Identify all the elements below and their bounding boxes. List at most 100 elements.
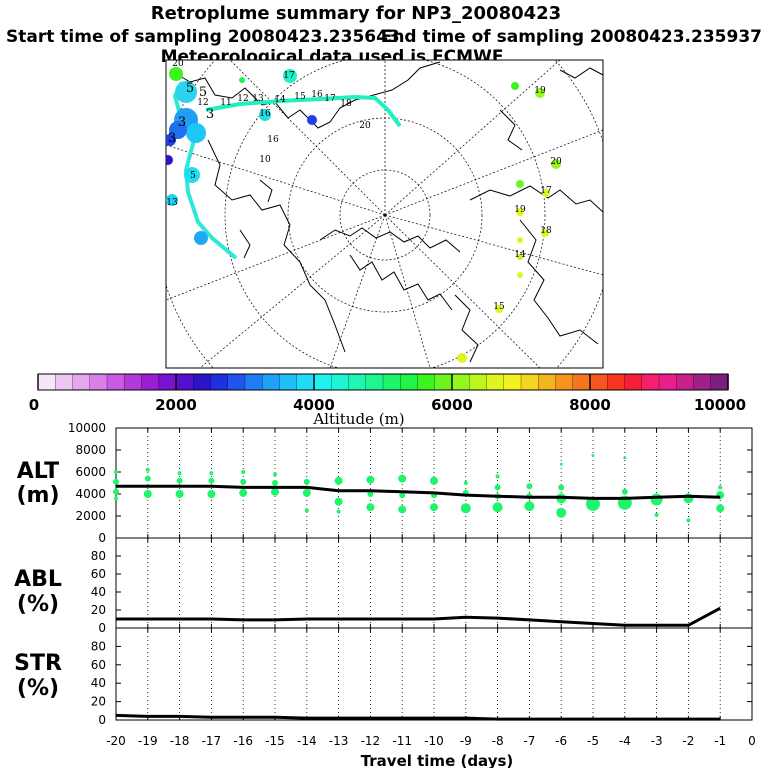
x-tick-label: -9 <box>460 734 472 748</box>
particle-point <box>558 484 565 491</box>
trajectory-label: 13 <box>166 198 178 208</box>
x-tick-label: -13 <box>329 734 349 748</box>
trajectory-label: 12 <box>197 98 208 108</box>
colorbar-cell <box>124 373 143 391</box>
particle-point <box>239 488 248 497</box>
y-tick-label: 0 <box>98 621 106 635</box>
particle-point <box>207 490 216 498</box>
trajectory-label: 20 <box>359 121 371 131</box>
trajectory-label: 3 <box>168 131 176 146</box>
colorbar-cell <box>210 373 229 391</box>
abl-unit: (%) <box>17 592 59 617</box>
particle-point <box>145 467 150 472</box>
x-tick-label: 0 <box>748 734 756 748</box>
colorbar-cell <box>313 373 332 391</box>
altitude-colorbar: 0 2000 4000 6000 8000 10000 Altitude (m) <box>29 373 746 428</box>
y-tick-label: 20 <box>91 695 106 709</box>
coastlines <box>169 61 603 363</box>
particle-point <box>623 456 627 460</box>
particle-point <box>273 472 277 477</box>
plume-trajectory <box>166 67 561 363</box>
y-tick-label: 4000 <box>75 487 106 501</box>
x-axis: -20 -19 -18 -17 -16 -15 -14 -13 -12 -11 -10 -9 -8 -7-… <box>106 734 756 748</box>
x-tick-label: -16 <box>233 734 253 748</box>
meridians <box>166 60 603 368</box>
particle-point <box>113 488 119 495</box>
trajectory-label: 19 <box>534 86 546 96</box>
x-tick-label: -5 <box>587 734 599 748</box>
particle-point <box>556 507 567 518</box>
particle-point <box>336 509 341 514</box>
colorbar-cell <box>55 373 74 391</box>
x-tick-label: -20 <box>106 734 126 748</box>
colorbar-cell <box>641 373 660 391</box>
y-tick-label: 8000 <box>75 443 106 457</box>
trajectory-label: 5 <box>186 81 194 96</box>
particle-point <box>113 478 119 485</box>
x-tick-label: -15 <box>265 734 285 748</box>
particle-point <box>654 512 659 517</box>
colorbar-tick-label: 8000 <box>569 396 611 414</box>
particle-point <box>398 505 407 514</box>
colorbar-tick-label: 4000 <box>293 396 335 414</box>
colorbar-cell <box>434 373 453 391</box>
x-tick-label: -19 <box>138 734 158 748</box>
particle-point <box>304 508 309 513</box>
particle-point <box>460 503 471 514</box>
alt-panel: 0 2000 4000 6000 8000 10000 ALT(m) <box>16 421 753 545</box>
colorbar-cell <box>227 373 246 391</box>
alt-label: ALT <box>17 459 59 484</box>
colorbar-cell <box>589 373 608 391</box>
x-tick-label: -7 <box>523 734 535 748</box>
trajectory-label: 10 <box>259 155 271 165</box>
colorbar-cell <box>676 373 695 391</box>
particle-point <box>367 491 374 497</box>
x-tick-label: -4 <box>619 734 631 748</box>
colorbar-cell <box>710 373 729 391</box>
colorbar-cell <box>279 373 298 391</box>
trajectory-label: 18 <box>340 99 352 109</box>
colorbar-cell <box>175 373 194 391</box>
x-tick-label: -18 <box>170 734 190 748</box>
particle-point <box>302 488 311 497</box>
x-tick-label: -17 <box>202 734 222 748</box>
particle-point <box>144 475 151 482</box>
particle-point <box>686 518 691 523</box>
particle-point <box>526 483 533 490</box>
trajectory-label: 12 <box>237 94 248 104</box>
colorbar-cell <box>486 373 505 391</box>
trajectory-label: 17 <box>324 94 336 104</box>
colorbar-cell <box>658 373 677 391</box>
trajectory-label: 20 <box>550 157 562 167</box>
x-tick-label: -14 <box>297 734 317 748</box>
colorbar-tick-label: 6000 <box>431 396 473 414</box>
y-tick-label: 40 <box>91 585 106 599</box>
colorbar-cell <box>624 373 643 391</box>
colorbar-cell <box>572 373 591 391</box>
colorbar-tick-label: 2000 <box>155 396 197 414</box>
particle-point <box>240 478 247 485</box>
colorbar-cell <box>382 373 401 391</box>
y-tick-label: 40 <box>91 676 106 690</box>
alt-mean-line <box>116 484 721 500</box>
y-tick-label: 6000 <box>75 465 106 479</box>
trajectory-label: 14 <box>274 95 286 105</box>
trajectory-label: 15 <box>493 302 505 312</box>
str-frame <box>115 627 753 721</box>
trajectory-label: 13 <box>252 94 264 104</box>
colorbar-cell <box>555 373 574 391</box>
x-tick-label: -12 <box>361 734 381 748</box>
abl-panel: 0 20 40 60 80 ABL(%) <box>14 537 753 635</box>
colorbar-cell <box>365 373 384 391</box>
y-tick-label: 20 <box>91 603 106 617</box>
particle-point <box>114 496 118 501</box>
particle-point <box>143 490 152 498</box>
x-tick-label: -2 <box>682 734 694 748</box>
colorbar-cell <box>141 373 160 391</box>
colorbar-cell <box>72 373 91 391</box>
colorbar-cell <box>607 373 626 391</box>
x-tick-label: -11 <box>392 734 412 748</box>
y-tick-label: 80 <box>91 549 106 563</box>
